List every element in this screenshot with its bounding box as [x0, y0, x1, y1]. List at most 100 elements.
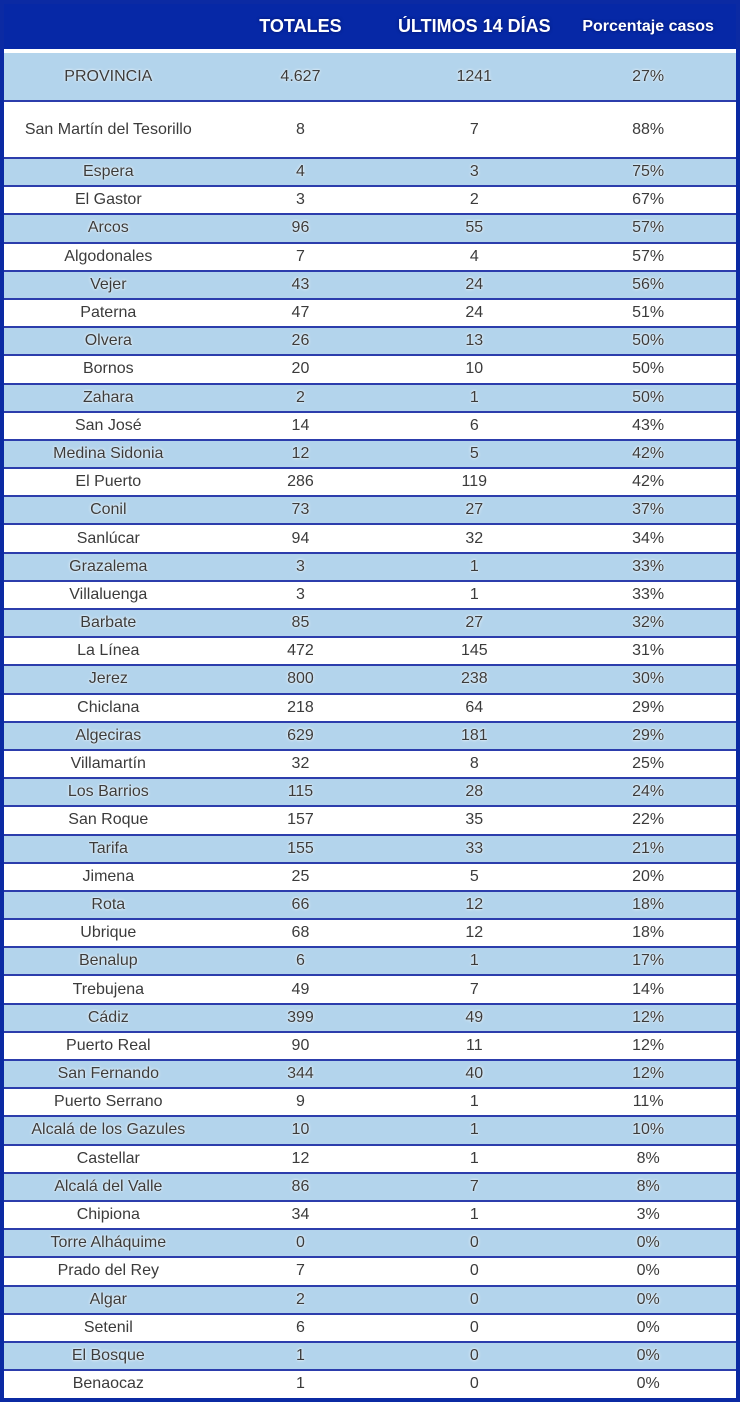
ultimos-14-dias-cell: 40: [465, 1065, 484, 1083]
municipality-name-cell: Jimena: [82, 867, 135, 885]
table-row: Tarifa 155 33 21%: [4, 833, 736, 862]
ultimos-14-dias-cell: 0: [469, 1346, 479, 1364]
table-row: Conil 73 27 37%: [4, 495, 736, 524]
porcentaje-cell: 25%: [632, 755, 665, 773]
porcentaje-cell: 42%: [632, 444, 665, 462]
municipality-name-cell: El Gastor: [74, 191, 142, 209]
totales-cell: 7: [295, 247, 305, 265]
totales-cell: 9: [295, 1093, 305, 1111]
ultimos-14-dias-cell: 5: [469, 867, 479, 885]
table-row: Villamartín 32 8 25%: [4, 748, 736, 778]
table-row: Benalup 6 1 17%: [4, 946, 736, 975]
ultimos-14-dias-cell: 1: [469, 388, 479, 406]
ultimos-14-dias-cell: 181: [460, 726, 488, 744]
totales-cell: 3: [295, 557, 305, 575]
porcentaje-cell: 12%: [632, 1065, 665, 1083]
municipality-name-cell: Paterna: [80, 304, 137, 322]
table-row: Algodonales 7 4 57%: [4, 241, 736, 270]
porcentaje-cell: 50%: [632, 332, 665, 350]
ultimos-14-dias-cell: 24: [465, 304, 484, 322]
totales-cell: 399: [287, 1008, 314, 1026]
totales-cell: 66: [291, 895, 310, 913]
table-row: Puerto Serrano 9 1 11%: [4, 1087, 736, 1116]
municipality-name-cell: Villaluenga: [69, 585, 148, 603]
ultimos-14-dias-cell: 4: [469, 247, 479, 265]
municipality-name-cell: Medina Sidonia: [53, 444, 164, 462]
ultimos-14-dias-cell: 11: [465, 1036, 483, 1054]
totales-cell: 14: [291, 416, 310, 434]
porcentaje-cell: 18%: [632, 924, 665, 942]
totales-cell: 34: [291, 1206, 310, 1224]
ultimos-14-dias-cell: 0: [469, 1234, 479, 1252]
porcentaje-cell: 50%: [632, 360, 665, 378]
municipality-name-cell: Cádiz: [87, 1008, 129, 1026]
porcentaje-cell: 18%: [632, 895, 665, 913]
table-row: Villaluenga 3 1 33%: [4, 579, 736, 608]
totales-cell: 115: [287, 783, 314, 801]
ultimos-14-dias-cell: 49: [465, 1008, 484, 1026]
ultimos-14-dias-cell: 8: [469, 755, 479, 773]
porcentaje-cell: 88%: [632, 120, 665, 138]
ultimos-14-dias-cell: 238: [460, 670, 488, 688]
ultimos-14-dias-cell: 1241: [456, 67, 493, 85]
porcentaje-cell: 22%: [632, 811, 665, 829]
municipality-name-cell: Tarifa: [88, 839, 128, 857]
porcentaje-cell: 17%: [632, 952, 665, 970]
table-row: Jimena 25 5 20%: [4, 861, 736, 890]
municipality-name-cell: Ubrique: [80, 924, 137, 942]
municipality-name-cell: Espera: [82, 163, 134, 181]
porcentaje-cell: 0%: [636, 1346, 660, 1364]
ultimos-14-dias-cell: 33: [465, 839, 484, 857]
ultimos-14-dias-cell: 13: [465, 332, 484, 350]
table-row: Espera 4 3 75%: [4, 157, 736, 186]
table-header-row: TOTALES ÚLTIMOS 14 DÍAS Porcentaje casos: [4, 4, 736, 49]
totales-cell: 1: [295, 1346, 305, 1364]
ultimos-14-dias-cell: 2: [469, 191, 479, 209]
ultimos-14-dias-cell: 7: [469, 1177, 479, 1195]
header-cell-porcentaje-casos: Porcentaje casos: [582, 17, 714, 35]
ultimos-14-dias-cell: 1: [469, 1206, 479, 1224]
ultimos-14-dias-cell: 6: [469, 416, 479, 434]
porcentaje-cell: 33%: [632, 585, 665, 603]
totales-cell: 6: [295, 952, 305, 970]
table-row: Grazalema 3 1 33%: [4, 551, 736, 580]
ultimos-14-dias-cell: 0: [469, 1318, 479, 1336]
municipality-name-cell: El Puerto: [75, 473, 142, 491]
table-row: La Línea 472 145 31%: [4, 636, 736, 665]
porcentaje-cell: 29%: [632, 726, 665, 744]
totales-cell: 85: [291, 614, 310, 632]
porcentaje-cell: 75%: [632, 163, 665, 181]
porcentaje-cell: 10%: [632, 1121, 665, 1139]
porcentaje-cell: 14%: [632, 980, 665, 998]
municipality-name-cell: Setenil: [83, 1318, 133, 1336]
header-cell-totales: TOTALES: [259, 16, 342, 36]
municipality-name-cell: San Fernando: [57, 1065, 159, 1083]
municipality-name-cell: Alcalá de los Gazules: [31, 1121, 186, 1139]
ultimos-14-dias-cell: 64: [465, 698, 484, 716]
table-row: Trebujena 49 7 14%: [4, 974, 736, 1003]
municipality-name-cell: Prado del Rey: [57, 1262, 159, 1280]
table-row: Zahara 2 1 50%: [4, 382, 736, 411]
table-row: Chiclana 218 64 29%: [4, 692, 736, 721]
municipality-name-cell: Torre Alháquime: [50, 1234, 167, 1252]
table-row: Benaocaz 1 0 0%: [4, 1369, 736, 1398]
porcentaje-cell: 29%: [632, 698, 665, 716]
ultimos-14-dias-cell: 27: [465, 501, 484, 519]
totales-cell: 32: [291, 755, 310, 773]
municipality-name-cell: Olvera: [84, 332, 132, 350]
ultimos-14-dias-cell: 32: [465, 529, 484, 547]
ultimos-14-dias-cell: 35: [465, 811, 484, 829]
table-row: Vejer 43 24 56%: [4, 269, 736, 298]
totales-cell: 94: [291, 529, 310, 547]
porcentaje-cell: 0%: [636, 1290, 660, 1308]
porcentaje-cell: 33%: [632, 557, 665, 575]
municipality-name-cell: Bornos: [82, 360, 134, 378]
porcentaje-cell: 24%: [632, 783, 665, 801]
ultimos-14-dias-cell: 12: [465, 895, 484, 913]
porcentaje-cell: 50%: [632, 388, 665, 406]
ultimos-14-dias-cell: 1: [469, 1121, 479, 1139]
ultimos-14-dias-cell: 10: [465, 360, 484, 378]
ultimos-14-dias-cell: 0: [469, 1262, 479, 1280]
porcentaje-cell: 57%: [632, 219, 665, 237]
porcentaje-cell: 12%: [632, 1036, 665, 1054]
